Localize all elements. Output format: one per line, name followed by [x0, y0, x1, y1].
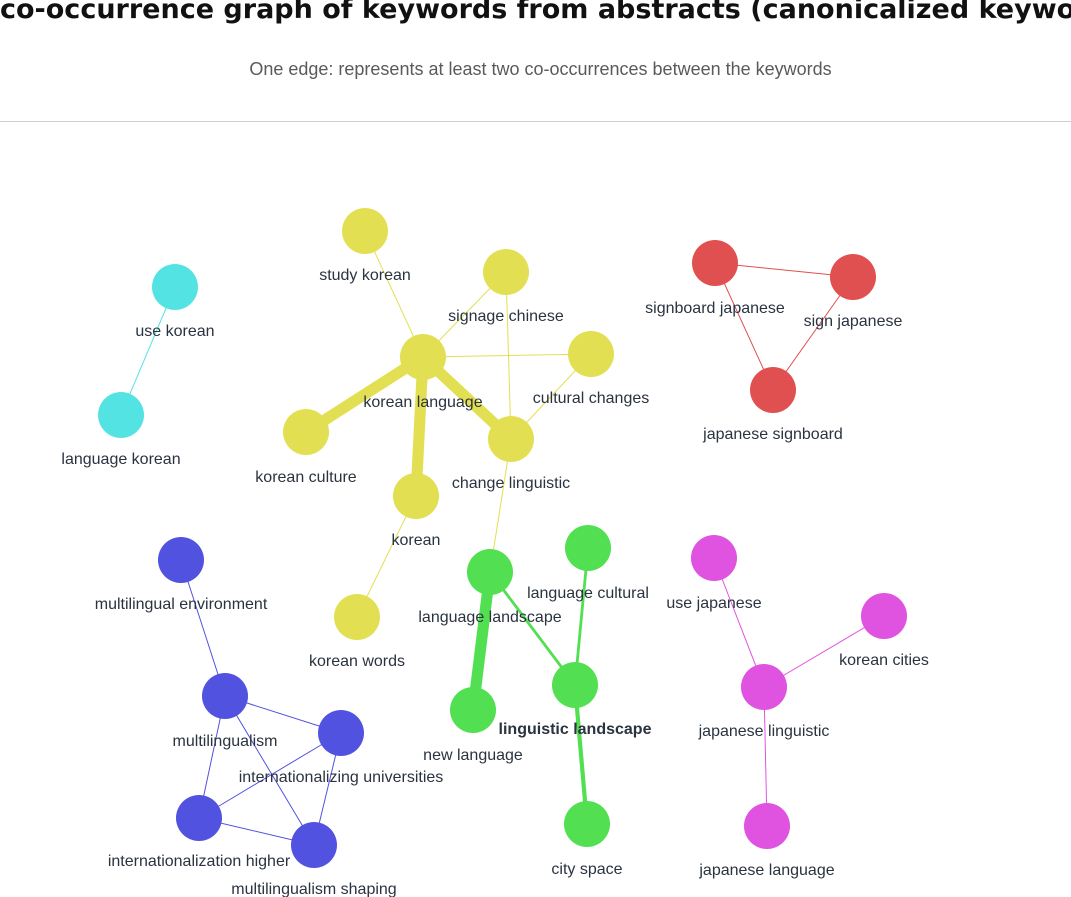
edge-korean-language--cultural-changes — [422, 353, 592, 358]
node-label-korean-culture: korean culture — [255, 469, 356, 486]
node-label-korean-language: korean language — [363, 394, 482, 411]
node-label-study-korean: study korean — [319, 267, 411, 284]
node-internationalizing-universities[interactable] — [318, 710, 364, 756]
node-sign-japanese[interactable] — [830, 254, 876, 300]
edge-signboard-japanese--sign-japanese — [714, 262, 854, 278]
node-label-korean-cities: korean cities — [839, 652, 929, 669]
node-study-korean[interactable] — [342, 208, 388, 254]
edge-multilingualism--multilingualism-shaping — [224, 695, 315, 846]
node-city-space[interactable] — [564, 801, 610, 847]
node-korean-cities[interactable] — [861, 593, 907, 639]
page-title: co-occurrence graph of keywords from abs… — [0, 0, 1071, 25]
edge-signboard-japanese--japanese-signboard — [714, 262, 774, 391]
node-label-multilingualism-shaping: multilingualism shaping — [231, 881, 396, 897]
node-label-japanese-language: japanese language — [698, 862, 834, 879]
node-label-japanese-signboard: japanese signboard — [702, 426, 843, 443]
edge-korean-language--korean — [410, 351, 429, 502]
edge-japanese-linguistic--japanese-language — [763, 686, 768, 827]
edge-linguistic-landscape--city-space — [572, 682, 590, 827]
node-korean[interactable] — [393, 473, 439, 519]
node-label-korean: korean — [392, 532, 441, 549]
node-korean-words[interactable] — [334, 594, 380, 640]
node-new-language[interactable] — [450, 687, 496, 733]
edge-korean-language--korean-culture — [300, 351, 429, 438]
edge-use-korean--language-korean — [120, 286, 176, 416]
edge-internationalizing-universities--internationalization-higher — [198, 732, 342, 819]
edge-language-landscape--new-language — [467, 566, 496, 716]
node-language-landscape[interactable] — [467, 549, 513, 595]
node-label-korean-words: korean words — [309, 653, 405, 670]
node-label-new-language: new language — [423, 747, 523, 764]
page-subtitle: One edge: represents at least two co-occ… — [249, 59, 832, 79]
node-label-change-linguistic: change linguistic — [452, 475, 570, 492]
node-use-korean[interactable] — [152, 264, 198, 310]
node-japanese-signboard[interactable] — [750, 367, 796, 413]
node-korean-culture[interactable] — [283, 409, 329, 455]
node-japanese-linguistic[interactable] — [741, 664, 787, 710]
node-label-language-landscape: language landscape — [418, 609, 561, 626]
node-cultural-changes[interactable] — [568, 331, 614, 377]
node-label-signage-chinese: signage chinese — [448, 308, 564, 325]
node-change-linguistic[interactable] — [488, 416, 534, 462]
node-linguistic-landscape[interactable] — [552, 662, 598, 708]
node-label-use-korean: use korean — [135, 323, 214, 340]
node-label-sign-japanese: sign japanese — [804, 313, 903, 330]
node-language-cultural[interactable] — [565, 525, 611, 571]
node-label-city-space: city space — [551, 861, 622, 878]
page-header: co-occurrence graph of keywords from abs… — [0, 0, 1071, 122]
edge-language-landscape--linguistic-landscape — [488, 570, 577, 687]
label-layer: use korean language korean study korean sig… — [61, 267, 929, 897]
node-multilingualism[interactable] — [202, 673, 248, 719]
node-label-language-korean: language korean — [61, 451, 180, 468]
edge-korean-cities--japanese-linguistic — [763, 615, 885, 688]
node-label-internationalization-higher: internationalization higher — [108, 853, 291, 870]
edge-use-japanese--japanese-linguistic — [713, 557, 765, 688]
edge-study-korean--korean-language — [364, 230, 424, 358]
edge-multilingual-environment--multilingualism — [180, 559, 226, 697]
header-divider — [0, 121, 1071, 122]
node-label-language-cultural: language cultural — [527, 585, 649, 602]
node-signage-chinese[interactable] — [483, 249, 529, 295]
node-label-use-japanese: use japanese — [666, 595, 761, 612]
edge-sign-japanese--japanese-signboard — [772, 276, 854, 391]
node-layer — [98, 208, 907, 868]
node-language-korean[interactable] — [98, 392, 144, 438]
node-korean-language[interactable] — [400, 334, 446, 380]
node-label-multilingualism: multilingualism — [173, 733, 278, 750]
node-label-linguistic-landscape: linguistic landscape — [499, 721, 652, 738]
node-multilingualism-shaping[interactable] — [291, 822, 337, 868]
node-label-signboard-japanese: signboard japanese — [645, 300, 785, 317]
node-label-multilingual-environment: multilingual environment — [95, 596, 268, 613]
node-signboard-japanese[interactable] — [692, 240, 738, 286]
node-label-cultural-changes: cultural changes — [533, 390, 650, 407]
node-label-internationalizing-universities: internationalizing universities — [239, 769, 444, 786]
node-internationalization-higher[interactable] — [176, 795, 222, 841]
node-japanese-language[interactable] — [744, 803, 790, 849]
node-label-japanese-linguistic: japanese linguistic — [698, 723, 830, 740]
node-use-japanese[interactable] — [691, 535, 737, 581]
node-multilingual-environment[interactable] — [158, 537, 204, 583]
